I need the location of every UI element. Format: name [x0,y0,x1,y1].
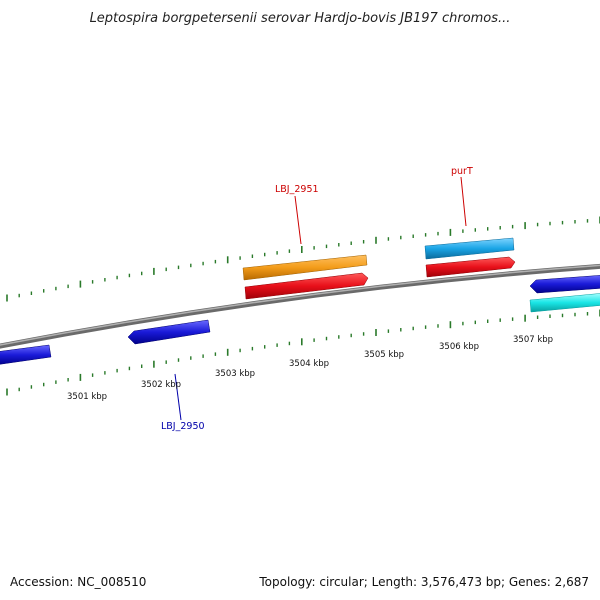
leader-purT [460,176,467,227]
kbp-label-3503: 3503 kbp [215,369,255,379]
gene-label-LBJ_2951[interactable]: LBJ_2951 [275,184,319,195]
chromosome-backbone-highlight [0,264,600,346]
gene-label-LBJ_2950[interactable]: LBJ_2950 [161,421,205,432]
kbp-label-3506: 3506 kbp [439,342,479,352]
kbp-label-3501: 3501 kbp [67,392,107,402]
gene-purT-feature[interactable] [424,237,515,260]
kbp-label-3504: 3504 kbp [289,359,329,369]
gene-LBJ_2950-feature[interactable] [127,319,211,345]
outer-tick-track [6,216,600,302]
gene-red-cds-1[interactable] [244,272,369,300]
kbp-label-3505: 3505 kbp [364,350,404,360]
gene-red-cds-2[interactable] [425,256,516,278]
gene-label-purT[interactable]: purT [451,166,473,177]
gene-LBJ_2951-feature[interactable] [242,254,368,281]
map-title: Leptospira borgpetersenii serovar Hardjo… [89,11,511,26]
kbp-label-3502: 3502 kbp [141,380,181,390]
leader-LBJ_2950 [174,373,182,421]
leader-LBJ_2951 [294,195,302,245]
gene-blue-cds-left[interactable] [0,344,52,365]
gene-cyan-cds[interactable] [529,293,600,313]
gene-blue-cds-right[interactable] [529,275,600,294]
accession-text: Accession: NC_008510 [10,575,147,589]
kbp-label-3507: 3507 kbp [513,335,553,345]
inner-tick-track [6,309,600,396]
topology-summary-text: Topology: circular; Length: 3,576,473 bp… [259,575,589,589]
chromosome-backbone [0,263,600,349]
